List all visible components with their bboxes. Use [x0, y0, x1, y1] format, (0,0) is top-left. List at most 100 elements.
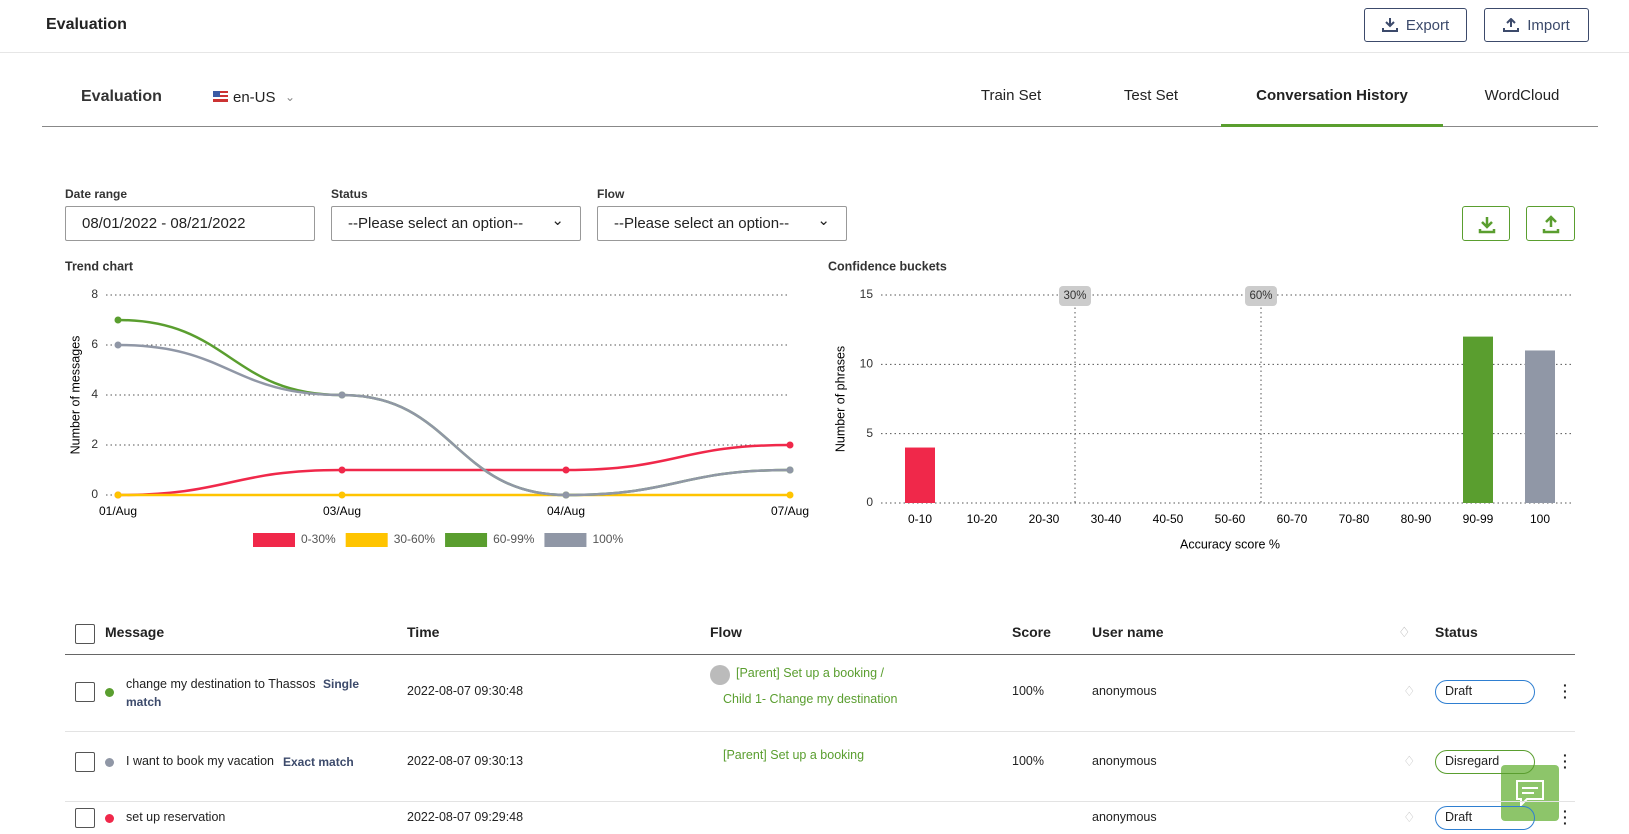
table-header-line	[65, 654, 1575, 655]
y-tick-label: 5	[866, 426, 873, 440]
legend-swatch	[445, 533, 488, 547]
x-tick-label: 03/Aug	[323, 504, 361, 518]
x-tick-label: 10-20	[967, 512, 998, 526]
user-name: anonymous	[1092, 754, 1157, 768]
import-button[interactable]: Import	[1484, 8, 1589, 42]
x-tick-label: 20-30	[1029, 512, 1060, 526]
filter-label: Flow	[597, 187, 625, 201]
row-separator	[65, 801, 1575, 802]
x-tick-label: 90-99	[1463, 512, 1494, 526]
download-button[interactable]	[1462, 206, 1510, 241]
threshold-label: 60%	[1249, 290, 1272, 302]
legend-label: 0-30%	[301, 532, 336, 546]
tag-icon: ♢	[1398, 624, 1411, 640]
filter-input[interactable]: --Please select an option-- ⌄	[331, 206, 581, 241]
status-pill[interactable]: Disregard	[1435, 750, 1535, 774]
chart-title: Confidence buckets	[828, 259, 947, 273]
row-menu[interactable]: · · ·	[1563, 677, 1568, 705]
icon	[1503, 18, 1520, 32]
x-axis-title: Accuracy score %	[1180, 537, 1280, 551]
flow-link[interactable]: [Parent] Set up a booking /	[736, 666, 885, 680]
checkbox[interactable]	[75, 808, 95, 828]
y-axis-title: Number of phrases	[833, 346, 847, 452]
point	[786, 466, 794, 474]
tabs-divider	[42, 126, 1598, 127]
time: 2022-08-07 09:30:13	[407, 754, 524, 768]
section-title: Evaluation	[81, 88, 162, 105]
column-header: Score	[1012, 624, 1051, 640]
tag-icon[interactable]: ♢	[1403, 809, 1416, 825]
x-tick-label: 0-10	[908, 512, 932, 526]
top-bar	[0, 0, 1629, 53]
row-menu[interactable]: · · ·	[1563, 747, 1568, 775]
x-tick-label: 100	[1530, 512, 1550, 526]
time: 2022-08-07 09:30:48	[407, 684, 524, 698]
filter-label: Date range	[65, 187, 128, 201]
tab[interactable]: Conversation History	[1256, 87, 1408, 104]
threshold-badge	[1245, 286, 1277, 306]
y-axis-title: Number of messages	[68, 336, 82, 455]
line-series	[117, 443, 791, 497]
export-button[interactable]: Export	[1364, 8, 1467, 42]
point	[114, 341, 122, 349]
chart-title: Trend chart	[65, 259, 134, 273]
x-tick-label: 01/Aug	[99, 504, 137, 518]
filter-input[interactable]: --Please select an option-- ⌄	[597, 206, 847, 241]
line-series	[117, 343, 791, 497]
column-header: Status	[1435, 624, 1478, 640]
checkbox[interactable]	[75, 624, 95, 644]
point	[114, 491, 122, 499]
threshold-label: 30%	[1063, 290, 1086, 302]
icon	[1381, 18, 1398, 32]
row-menu[interactable]: · · ·	[1563, 803, 1568, 831]
point	[562, 466, 570, 474]
tab[interactable]: WordCloud	[1484, 87, 1560, 104]
locale-select[interactable]: en-US	[233, 89, 276, 106]
legend-label: 100%	[592, 532, 623, 546]
point	[338, 391, 346, 399]
status-pill[interactable]: Draft	[1435, 680, 1535, 704]
bar	[1525, 350, 1555, 503]
page-title: Evaluation	[46, 16, 127, 33]
flow-link[interactable]: Child 1- Change my destination	[723, 692, 898, 706]
upload-button[interactable]	[1526, 206, 1575, 241]
checkbox[interactable]	[75, 682, 95, 702]
button-label: Export	[1405, 16, 1450, 34]
point	[786, 491, 794, 499]
time: 2022-08-07 09:29:48	[407, 810, 524, 824]
column-header: User name	[1092, 624, 1164, 640]
score: 100%	[1012, 754, 1044, 768]
chevron: ⌄	[285, 90, 296, 104]
x-tick-label: 60-70	[1277, 512, 1308, 526]
status-pill[interactable]: Draft	[1435, 806, 1535, 830]
chevron: ⌄	[817, 211, 830, 229]
y-tick-label: 6	[91, 337, 98, 351]
column-header: Time	[407, 624, 440, 640]
button-label: Import	[1527, 16, 1570, 34]
user-name: anonymous	[1092, 810, 1157, 824]
tag-icon[interactable]: ♢	[1403, 683, 1416, 699]
icon	[1478, 217, 1496, 234]
tab[interactable]: Train Set	[980, 87, 1042, 104]
checkbox[interactable]	[75, 752, 95, 772]
filter-input[interactable]: 08/01/2022 - 08/21/2022	[65, 206, 315, 241]
status-dot	[105, 814, 114, 823]
x-tick-label: 80-90	[1401, 512, 1432, 526]
flow-link[interactable]: [Parent] Set up a booking	[723, 748, 865, 762]
y-tick-label: 15	[860, 287, 874, 301]
filter-label: Status	[331, 187, 368, 201]
match-type: Exact match	[283, 755, 354, 769]
filter-value: 08/01/2022 - 08/21/2022	[82, 215, 246, 232]
tab[interactable]: Test Set	[1123, 87, 1179, 104]
user-name: anonymous	[1092, 684, 1157, 698]
legend-swatch	[345, 533, 388, 547]
y-tick-label: 10	[860, 357, 874, 371]
tag-icon[interactable]: ♢	[1403, 753, 1416, 769]
status-dot	[105, 758, 114, 767]
x-tick-label: 40-50	[1153, 512, 1184, 526]
column-header: Flow	[710, 624, 742, 640]
x-tick-label: 04/Aug	[547, 504, 585, 518]
filter-value: --Please select an option--	[348, 215, 524, 232]
x-tick-label: 70-80	[1339, 512, 1370, 526]
